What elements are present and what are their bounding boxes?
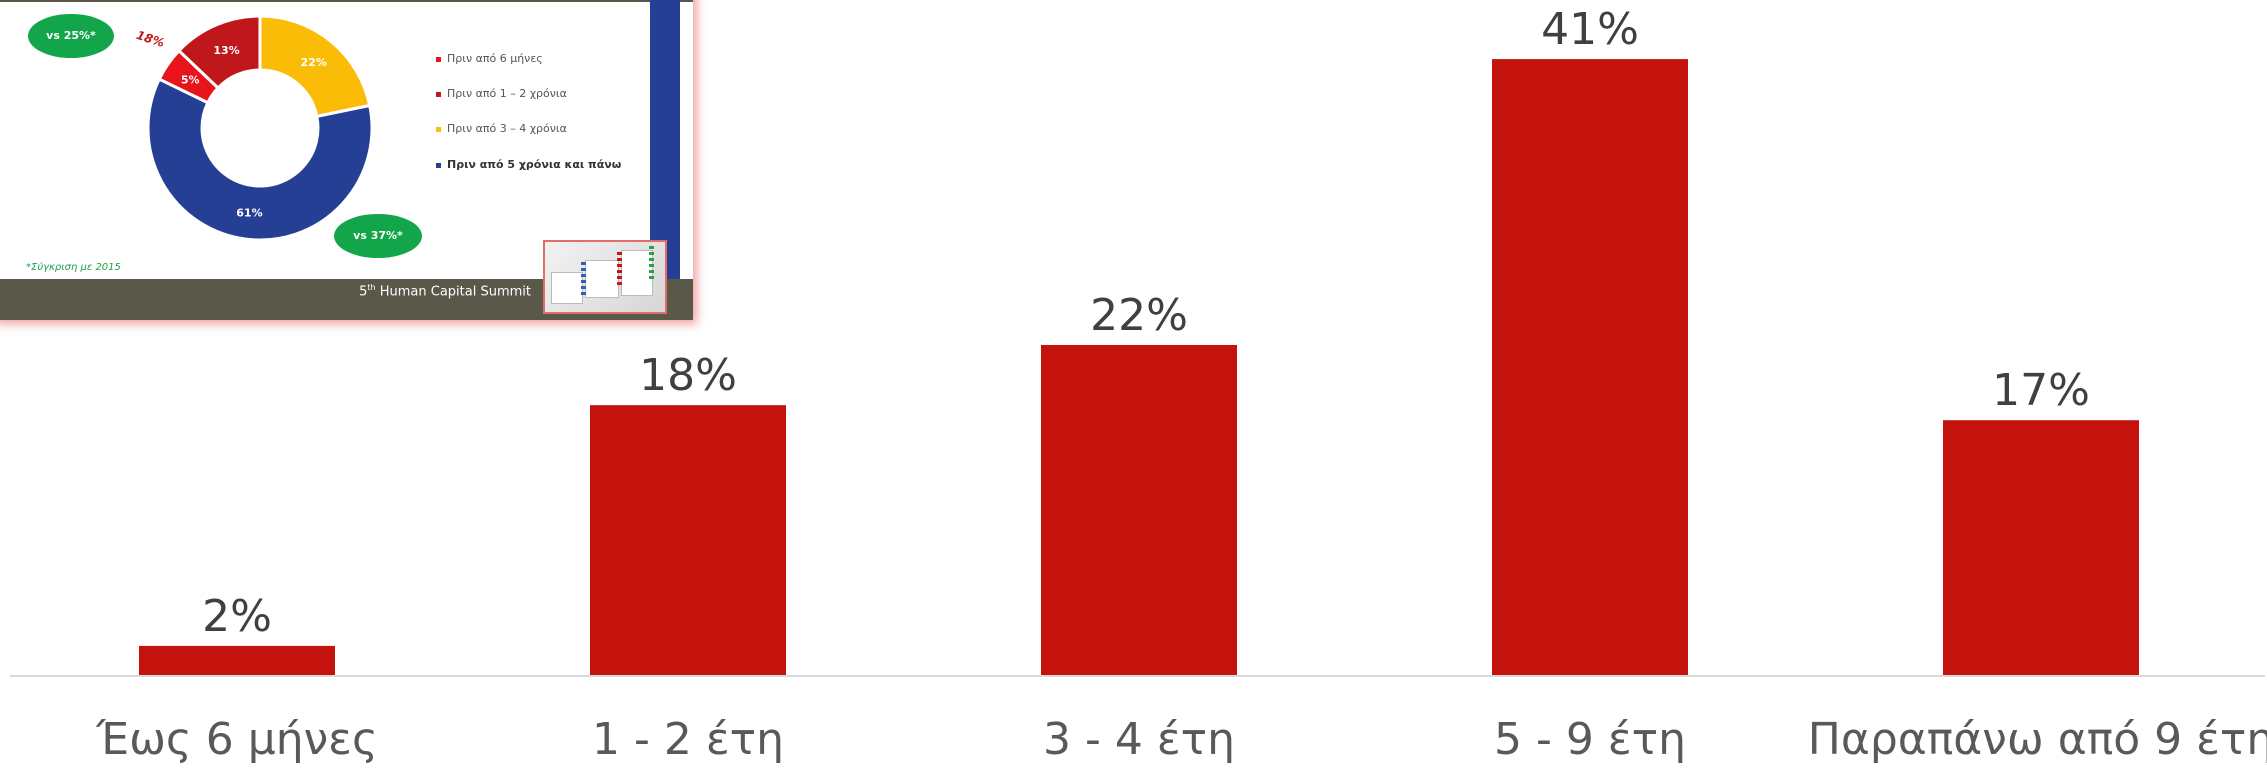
bar (590, 405, 786, 676)
legend-label: Πριν από 5 χρόνια και πάνω (447, 158, 622, 171)
donut-slice (258, 14, 372, 119)
photo-ladder (581, 262, 586, 296)
bar (1943, 420, 2139, 676)
inset-footer-text: 5th Human Capital Summit (359, 283, 531, 299)
photo-block (551, 272, 583, 304)
callout-bubble-bottom: vs 37%* (334, 214, 422, 258)
legend-item: Πριν από 5 χρόνια και πάνω (436, 158, 621, 171)
legend-swatch (436, 56, 441, 62)
footnote: *Σύγκριση με 2015 (26, 262, 121, 273)
inset-top-line (20, 0, 650, 2)
legend-label: Πριν από 3 – 4 χρόνια (447, 122, 567, 135)
footer-number: 5 (359, 284, 368, 300)
legend-swatch (436, 91, 441, 97)
footer-superscript: th (367, 283, 376, 292)
slice-label: 22% (301, 56, 327, 69)
legend-swatch (436, 126, 441, 132)
data-label: 18% (639, 350, 737, 401)
stacked-blocks-photo (543, 240, 667, 314)
category-label: 5 - 9 έτη (1494, 714, 1686, 765)
category-label: Παραπάνω από 9 έτη (1808, 714, 2267, 765)
data-label: 22% (1090, 290, 1188, 341)
legend-label: Πριν από 6 μήνες (447, 52, 543, 65)
slice-label: 61% (236, 206, 262, 219)
category-label: 1 - 2 έτη (592, 714, 784, 765)
bars-layer: 2% Έως 6 μήνες 18% 1 - 2 έτη 22% 3 - 4 έτη 41%… (95, 4, 2267, 765)
data-label: 41% (1541, 4, 1639, 55)
legend-item: Πριν από 3 – 4 χρόνια (436, 122, 567, 135)
category-label: Έως 6 μήνες (95, 714, 378, 765)
bar (139, 645, 335, 676)
photo-block (621, 250, 653, 296)
donut-slice (146, 77, 374, 242)
photo-ladder (649, 246, 654, 280)
inset-slide: vs 25%* 18% 5% 13% 22% 61% vs 37%* Πριν από… (0, 0, 693, 320)
footer-title: Human Capital Summit (379, 284, 531, 300)
legend-swatch (436, 162, 441, 168)
bar (1492, 59, 1688, 677)
legend-item: Πριν από 1 – 2 χρόνια (436, 87, 567, 100)
category-label: 3 - 4 έτη (1043, 714, 1235, 765)
inset-sidebar-band (650, 0, 680, 280)
photo-block (585, 260, 619, 298)
callout-bubble-top: vs 25%* (28, 14, 114, 58)
data-label: 17% (1992, 365, 2090, 416)
legend-item: Πριν από 6 μήνες (436, 52, 543, 65)
photo-ladder (617, 252, 622, 286)
donut-chart: 5% 13% 22% 61% (146, 14, 374, 242)
slice-label: 5% (181, 74, 200, 87)
legend-label: Πριν από 1 – 2 χρόνια (447, 87, 567, 100)
bar (1041, 344, 1237, 676)
data-label: 2% (202, 591, 272, 642)
slice-label: 13% (213, 44, 239, 57)
